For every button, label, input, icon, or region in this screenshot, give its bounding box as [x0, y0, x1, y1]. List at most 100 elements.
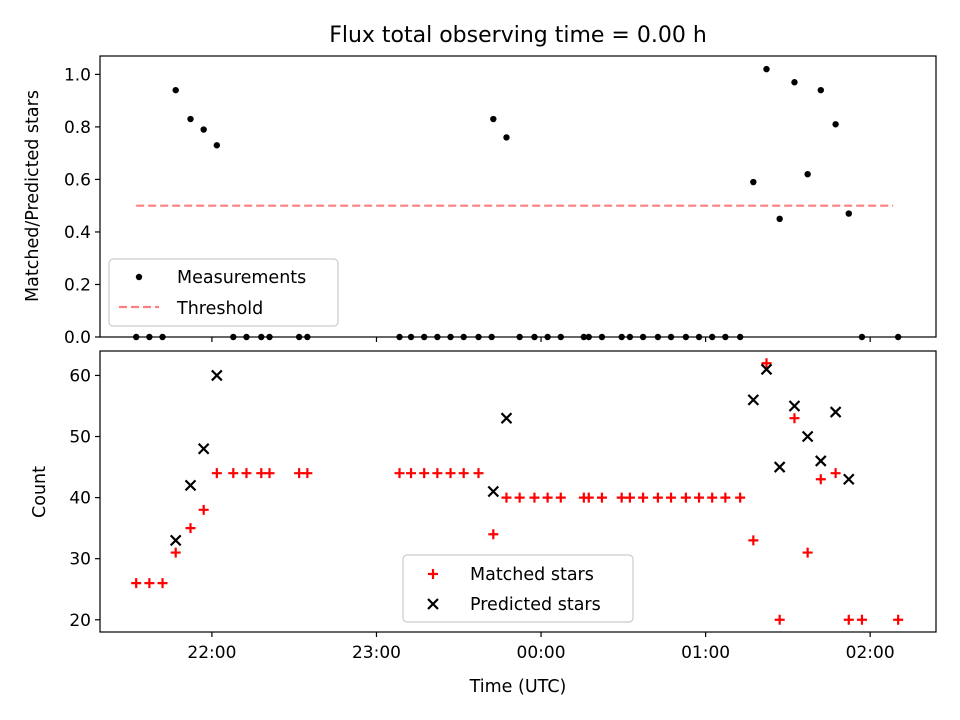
predicted-star-point	[815, 455, 827, 467]
matched-star-point	[748, 535, 759, 546]
matched-star-point	[680, 492, 691, 503]
x-tick-label: 02:00	[846, 643, 895, 663]
matched-star-point	[302, 468, 313, 479]
bottom-legend: Matched stars Predicted stars	[402, 554, 634, 623]
matched-star-point	[802, 547, 813, 558]
matched-star-point	[170, 547, 181, 558]
legend-matched-marker	[428, 569, 438, 579]
predicted-star-point	[197, 442, 210, 455]
matched-star-point	[856, 614, 867, 625]
x-tick-label: 01:00	[681, 643, 730, 663]
matched-star-point	[624, 492, 635, 503]
matched-star-point	[789, 413, 800, 424]
matched-star-point	[761, 358, 772, 369]
bottom-y-tick-label: 50	[69, 428, 91, 448]
matched-star-point	[638, 492, 649, 503]
matched-star-point	[720, 492, 731, 503]
matched-star-point	[555, 492, 566, 503]
matched-star-point	[652, 492, 663, 503]
predicted-star-point	[211, 369, 223, 382]
measurement-point	[172, 86, 179, 94]
matched-star-point	[488, 529, 499, 540]
measurement-point	[832, 121, 839, 128]
matched-star-point	[893, 614, 904, 625]
matched-star-point	[264, 468, 275, 479]
matched-star-point	[432, 468, 443, 479]
matched-star-point	[815, 474, 826, 485]
top-y-axis-label: Matched/Predicted stars	[23, 90, 43, 302]
legend-measurements-marker	[135, 273, 143, 281]
chart-title: Flux total observing time = 0.00 h	[329, 23, 707, 48]
predicted-star-point	[788, 400, 801, 412]
measurement-point	[817, 86, 825, 94]
bottom-y-tick-label: 30	[69, 550, 91, 570]
matched-star-point	[694, 492, 705, 503]
measurement-point	[763, 65, 770, 73]
predicted-star-point	[773, 461, 786, 473]
predicted-star-point	[760, 363, 773, 376]
matched-star-point	[228, 468, 239, 479]
predicted-star-point	[169, 534, 182, 547]
matched-star-point	[473, 468, 484, 479]
top-y-tick-label: 0.8	[64, 118, 91, 138]
matched-star-point	[583, 492, 594, 503]
top-legend: Measurements Threshold	[108, 258, 339, 327]
top-y-tick-label: 0.6	[64, 170, 91, 190]
bottom-y-tick-label: 40	[69, 489, 91, 509]
measurement-point	[804, 170, 811, 178]
matched-star-point	[596, 492, 607, 503]
top-y-tick-label: 1.0	[64, 65, 91, 85]
measurement-point	[845, 210, 852, 217]
predicted-star-point	[747, 394, 760, 406]
top-plot-frame	[99, 55, 937, 338]
matched-star-point	[735, 492, 746, 503]
matched-star-point	[185, 523, 196, 534]
top-panel-ratio: 0.0 0.2 0.4 0.6 0.8 1.0 Measurements Threshold	[64, 55, 937, 348]
predicted-star-point	[184, 479, 197, 492]
matched-star-point	[406, 468, 417, 479]
top-legend-box	[108, 258, 339, 327]
legend-measurements-label: Measurements	[177, 268, 306, 288]
predicted-star-point	[829, 406, 842, 418]
matched-star-point	[211, 468, 222, 479]
matched-star-point	[157, 578, 168, 589]
matched-star-point	[542, 492, 553, 503]
matched-star-point	[131, 578, 142, 589]
matched-star-point	[144, 578, 155, 589]
matched-star-point	[666, 492, 677, 503]
measurement-point	[503, 134, 510, 141]
top-y-tick-label: 0.0	[64, 328, 91, 348]
matched-star-point	[501, 492, 512, 503]
measurement-point	[750, 178, 757, 186]
x-tick-label: 23:00	[352, 643, 401, 663]
measurement-point	[200, 126, 207, 133]
matched-star-point	[241, 468, 252, 479]
top-y-tick-label: 0.2	[64, 275, 91, 295]
matched-star-point	[707, 492, 718, 503]
matched-star-point	[843, 614, 854, 625]
predicted-star-point	[843, 473, 855, 486]
measurement-point	[187, 115, 194, 123]
predicted-star-point	[500, 412, 513, 424]
matched-star-point	[830, 468, 841, 479]
bottom-legend-box	[402, 554, 634, 623]
matched-star-point	[198, 504, 209, 515]
bottom-y-tick-label: 60	[69, 366, 91, 386]
matched-star-point	[445, 468, 456, 479]
legend-threshold-label: Threshold	[176, 299, 263, 319]
x-tick-label: 22:00	[187, 643, 236, 663]
bottom-y-tick-label: 20	[69, 611, 91, 631]
matched-star-point	[774, 614, 785, 625]
predicted-star-point	[801, 430, 814, 443]
legend-matched-label: Matched stars	[470, 565, 594, 585]
legend-predicted-label: Predicted stars	[470, 595, 601, 615]
bottom-y-axis-label: Count	[30, 466, 50, 518]
top-y-tick-label: 0.4	[64, 223, 91, 243]
bottom-panel-counts: 20 30 40 50 60 22:00 23:00 00:00 01:00 02:00 Match…	[69, 350, 937, 663]
matched-star-point	[458, 468, 469, 479]
predicted-star-point	[487, 485, 500, 498]
matched-star-point	[529, 492, 540, 503]
measurement-point	[213, 142, 221, 149]
x-axis-label: Time (UTC)	[469, 677, 567, 697]
